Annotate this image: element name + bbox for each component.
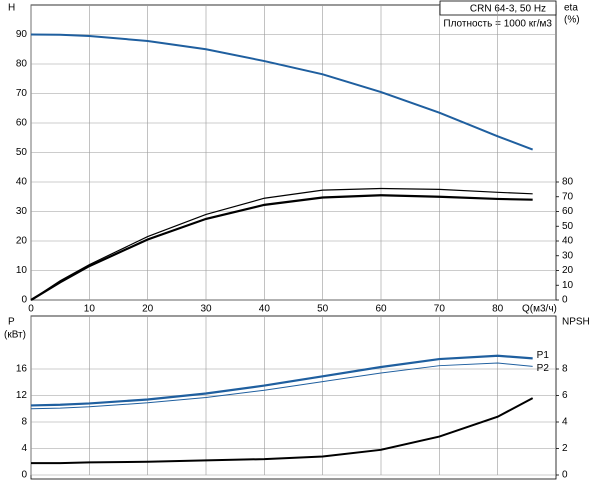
- y2-unit: (%): [564, 15, 580, 26]
- y-label: H: [8, 3, 15, 14]
- chart-title: CRN 64-3, 50 Hz: [470, 4, 546, 15]
- legend-label: P1: [537, 350, 550, 361]
- x-tick-label: 70: [434, 304, 446, 315]
- legend-label: P2: [537, 363, 550, 374]
- y2-tick-label: 70: [562, 191, 574, 202]
- y-tick-label: 80: [16, 59, 28, 70]
- x-tick-label: 10: [84, 304, 96, 315]
- y2-tick-label: 60: [562, 206, 574, 217]
- x-tick-label: 0: [28, 304, 34, 315]
- x-label: Q(м3/ч): [522, 304, 557, 315]
- y2-tick-label: 80: [562, 177, 574, 188]
- plot-frame: [30, 315, 557, 480]
- x-tick-label: 40: [259, 304, 271, 315]
- x-tick-label: 20: [142, 304, 154, 315]
- y2-label: eta: [564, 3, 578, 14]
- y-tick-label: 16: [16, 364, 28, 375]
- y-tick-label: 10: [16, 265, 28, 276]
- y-tick-label: 30: [16, 206, 28, 217]
- curve: [30, 354, 533, 407]
- y2-tick-label: 10: [562, 280, 574, 291]
- y2-tick-label: 0: [562, 295, 568, 306]
- y2-tick-label: 8: [562, 364, 568, 375]
- curve: [31, 397, 534, 465]
- y-tick-label: 4: [21, 443, 27, 454]
- y2-tick-label: 4: [562, 417, 568, 428]
- y-unit: (кВт): [4, 330, 26, 341]
- y-tick-label: 50: [16, 147, 28, 158]
- y-tick-label: 0: [21, 470, 27, 480]
- curve: [30, 362, 533, 410]
- x-tick-label: 30: [200, 304, 212, 315]
- y2-label: NPSH: [562, 317, 590, 328]
- curve: [30, 194, 533, 301]
- title-box: [439, 0, 557, 16]
- y2-tick-label: 50: [562, 221, 574, 232]
- y-tick-label: 40: [16, 177, 28, 188]
- y-tick-label: 90: [16, 29, 28, 40]
- curve: [30, 187, 533, 301]
- x-tick-label: 50: [317, 304, 329, 315]
- y-tick-label: 0: [21, 295, 27, 306]
- y-tick-label: 8: [21, 417, 27, 428]
- y-tick-label: 60: [16, 118, 28, 129]
- y2-tick-label: 40: [562, 236, 574, 247]
- y-tick-label: 12: [16, 390, 28, 401]
- y2-tick-label: 30: [562, 250, 574, 261]
- y-tick-label: 20: [16, 236, 28, 247]
- y-label: P: [8, 317, 15, 328]
- y-tick-label: 70: [16, 88, 28, 99]
- curve: [30, 33, 534, 151]
- y2-tick-label: 2: [562, 443, 568, 454]
- y2-tick-label: 0: [562, 470, 568, 480]
- y2-tick-label: 20: [562, 265, 574, 276]
- x-tick-label: 80: [492, 304, 504, 315]
- x-tick-label: 60: [375, 304, 387, 315]
- y2-tick-label: 6: [562, 390, 568, 401]
